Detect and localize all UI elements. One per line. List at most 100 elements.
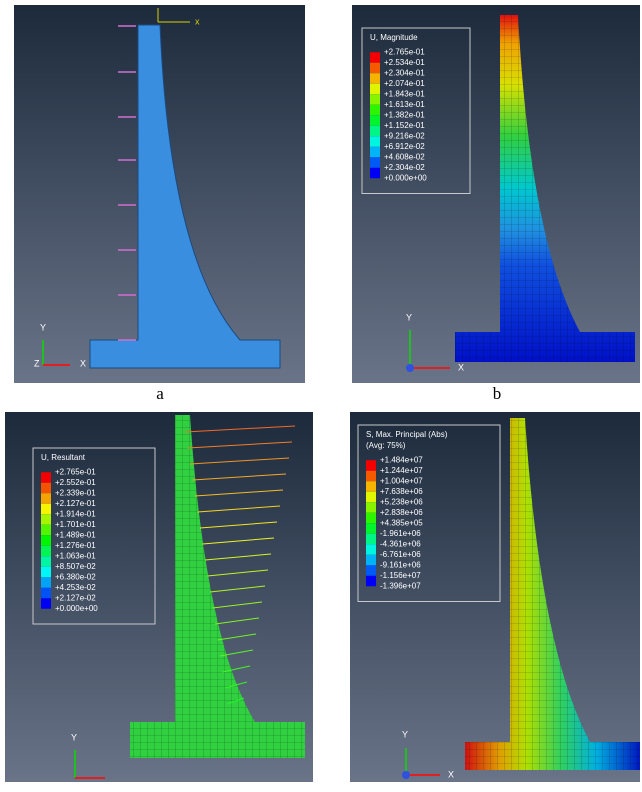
legend-value: +7.638e+06	[380, 487, 423, 496]
legend-swatch	[41, 556, 51, 567]
arrow	[187, 441, 293, 449]
legend-value: +8.507e-02	[55, 562, 96, 571]
arrow	[194, 489, 284, 497]
mesh	[455, 15, 635, 362]
arrow	[189, 457, 290, 465]
legend-swatch	[41, 535, 51, 546]
legend-box	[32, 447, 156, 625]
legend-value: -4.361e+06	[380, 539, 421, 548]
legend-swatch	[366, 533, 376, 545]
legend-swatch	[370, 115, 380, 126]
legend-swatch	[41, 472, 51, 483]
legend-swatch	[370, 62, 380, 74]
arrow	[219, 649, 254, 657]
legend-value: +2.552e-01	[55, 478, 96, 487]
legend-swatch	[366, 554, 376, 566]
mesh	[130, 415, 305, 758]
legend-swatch	[370, 94, 380, 105]
panel-d	[350, 412, 640, 782]
legend-swatch	[366, 575, 376, 587]
legend-swatch	[41, 587, 51, 599]
legend-value: +4.608e-02	[384, 152, 425, 161]
legend-title: S, Max. Principal (Abs)	[366, 430, 448, 439]
legend-swatch	[41, 598, 51, 609]
legend-swatch	[41, 493, 51, 504]
legend-swatch	[370, 146, 380, 158]
legend-swatch	[366, 512, 376, 524]
legend-value: +1.382e-01	[384, 110, 425, 119]
dam-shape	[89, 24, 281, 369]
displacement-arrows	[184, 425, 296, 705]
legend-value: +2.765e-01	[55, 467, 96, 476]
legend-value: +1.613e-01	[384, 100, 425, 109]
legend-value: +9.216e-02	[384, 131, 425, 140]
legend-swatch	[370, 104, 380, 116]
legend-value: +1.489e-01	[55, 530, 96, 539]
legend-swatch	[370, 157, 380, 168]
legend-swatch	[370, 83, 380, 95]
legend-swatch	[366, 491, 376, 503]
legend-value: -1.156e+07	[380, 571, 421, 580]
legend-value: +6.380e-02	[55, 572, 96, 581]
arrow	[184, 425, 296, 433]
legend-box	[361, 27, 471, 194]
legend-swatch	[366, 544, 376, 555]
legend-swatch	[366, 523, 376, 534]
arrow	[202, 537, 275, 545]
arrow	[197, 505, 281, 513]
legend-value: +2.127e-02	[55, 593, 96, 602]
legend-swatch	[41, 577, 51, 588]
legend-swatch	[366, 502, 376, 513]
triad-z	[406, 364, 414, 372]
legend-title: U, Resultant	[41, 453, 86, 462]
legend-value: +2.304e-01	[384, 68, 425, 77]
mesh	[465, 418, 640, 770]
legend-swatch	[41, 503, 51, 515]
legend-swatch	[41, 482, 51, 494]
arrow	[217, 633, 257, 641]
legend-title: U, Magnitude	[370, 33, 418, 42]
legend-value: +2.339e-01	[55, 488, 96, 497]
arrow	[207, 569, 269, 577]
legend-value: +2.838e+06	[380, 508, 423, 517]
arrow	[212, 601, 263, 609]
legend-value: +2.074e-01	[384, 79, 425, 88]
legend-value: +1.701e-01	[55, 520, 96, 529]
triad-label: Z	[34, 358, 40, 368]
legend-value: +1.004e+07	[380, 476, 423, 485]
legends: a bU, Magnitude+2.765e-01+2.534e-01+2.304…	[32, 27, 501, 625]
legend-value: +0.000e+00	[384, 173, 427, 182]
triad-label: Y	[71, 732, 77, 742]
legend-value: +1.843e-01	[384, 89, 425, 98]
legend-value: +1.063e-01	[55, 551, 96, 560]
arrow	[204, 553, 272, 561]
legend-value: +1.276e-01	[55, 541, 96, 550]
legend-swatch	[41, 524, 51, 536]
legend-swatch	[370, 125, 380, 137]
triad-label: Y	[40, 322, 46, 332]
legend-swatch	[366, 460, 376, 471]
legend-value: +1.152e-01	[384, 121, 425, 130]
legend-swatch	[41, 514, 51, 525]
triad-label: X	[448, 769, 454, 779]
legend-value: +0.000e+00	[55, 604, 98, 613]
arrow	[222, 665, 251, 673]
legend-swatch	[370, 167, 380, 179]
legend-value: +4.253e-02	[55, 583, 96, 592]
legend-swatch	[366, 470, 376, 482]
legend-value: +1.244e+07	[380, 466, 423, 475]
triad-z	[402, 771, 410, 779]
legend-value: +1.484e+07	[380, 455, 423, 464]
legend-value: +2.765e-01	[384, 47, 425, 56]
legend-value: -9.161e+06	[380, 560, 421, 569]
legend-swatch	[370, 52, 380, 63]
axis-mark: x	[195, 16, 200, 26]
legend-value: +4.385e+05	[380, 518, 423, 527]
arrow	[192, 473, 287, 481]
legend-swatch	[41, 545, 51, 557]
legend-value: +1.914e-01	[55, 509, 96, 518]
legend-value: +2.534e-01	[384, 58, 425, 67]
legend-swatch	[370, 73, 380, 84]
triad-label: X	[458, 362, 464, 372]
